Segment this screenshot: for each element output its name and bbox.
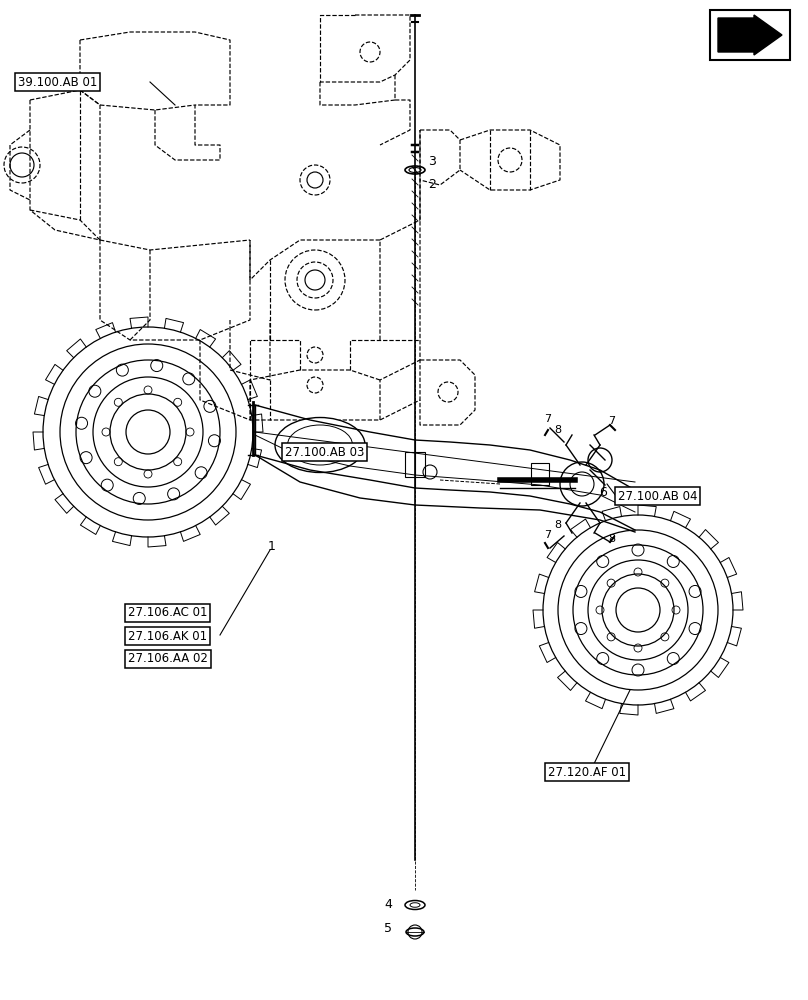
Text: 8: 8 bbox=[554, 425, 562, 435]
Text: 6: 6 bbox=[599, 486, 607, 499]
Bar bbox=[710, 10, 790, 60]
Bar bbox=[531, 463, 549, 485]
Text: 27.106.AA 02: 27.106.AA 02 bbox=[128, 652, 208, 666]
Bar bbox=[405, 452, 425, 477]
Text: 7: 7 bbox=[545, 414, 552, 424]
Text: 8: 8 bbox=[554, 520, 562, 530]
Text: 3: 3 bbox=[428, 155, 436, 168]
Polygon shape bbox=[718, 15, 782, 55]
Text: 1: 1 bbox=[268, 540, 276, 553]
Text: 27.100.AB 04: 27.100.AB 04 bbox=[618, 489, 697, 502]
Text: 4: 4 bbox=[384, 898, 392, 911]
Text: 7: 7 bbox=[608, 416, 616, 426]
Text: 27.106.AC 01: 27.106.AC 01 bbox=[128, 606, 208, 619]
Ellipse shape bbox=[275, 418, 365, 473]
Text: 2: 2 bbox=[428, 178, 436, 191]
Text: 39.100.AB 01: 39.100.AB 01 bbox=[18, 76, 98, 89]
Text: 8: 8 bbox=[608, 534, 616, 544]
Text: 27.100.AB 03: 27.100.AB 03 bbox=[285, 446, 364, 458]
Text: 5: 5 bbox=[384, 922, 392, 935]
Text: 27.106.AK 01: 27.106.AK 01 bbox=[128, 630, 207, 643]
Text: 7: 7 bbox=[545, 530, 552, 540]
Text: 27.120.AF 01: 27.120.AF 01 bbox=[548, 766, 626, 778]
